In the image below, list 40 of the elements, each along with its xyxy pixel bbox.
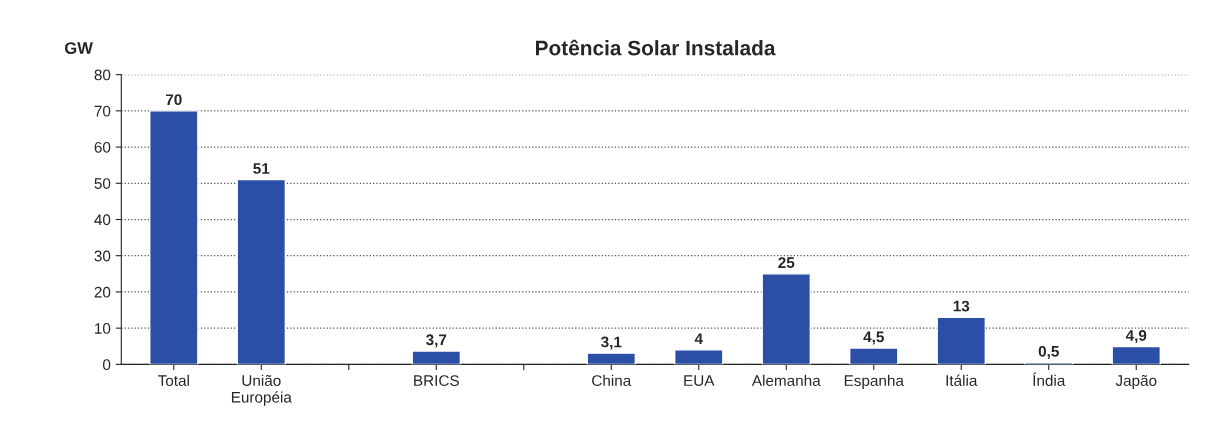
data-label: 70 bbox=[165, 94, 182, 106]
x-tick-label: Total bbox=[158, 374, 189, 387]
data-label: 0,5 bbox=[1038, 345, 1059, 359]
y-tick-label: 20 bbox=[94, 286, 111, 298]
y-tick-label: 40 bbox=[94, 214, 111, 226]
bar bbox=[849, 347, 899, 365]
y-tick-label: 50 bbox=[94, 178, 111, 189]
bar bbox=[236, 178, 287, 365]
bar bbox=[1111, 345, 1161, 365]
data-label: 3,7 bbox=[426, 334, 447, 348]
data-label: 13 bbox=[953, 300, 970, 312]
x-tick-label: Japão bbox=[1115, 374, 1157, 390]
x-tick-label: BRICS bbox=[414, 375, 459, 387]
x-tick-label: Itália bbox=[946, 374, 978, 387]
x-tick-label: EUA bbox=[684, 375, 715, 387]
x-tick-label: União Européia bbox=[231, 374, 292, 406]
x-tick-label: Alemanha bbox=[751, 374, 821, 387]
bar bbox=[149, 110, 199, 365]
x-tick-label: Índia bbox=[1033, 372, 1066, 387]
y-tick-label: 80 bbox=[94, 69, 111, 81]
data-label: 3,1 bbox=[601, 336, 622, 350]
bar bbox=[411, 350, 462, 365]
bar bbox=[586, 352, 637, 365]
y-tick-label: 60 bbox=[94, 141, 111, 153]
y-tick-label: 70 bbox=[94, 105, 111, 117]
y-tick-label: 30 bbox=[94, 250, 111, 262]
x-tick-label: Espanha bbox=[844, 374, 904, 390]
y-axis-title: GW bbox=[64, 42, 93, 54]
bar bbox=[674, 349, 724, 365]
data-label: 4 bbox=[694, 333, 703, 344]
x-tick-label: China bbox=[592, 374, 632, 387]
data-label: 4,5 bbox=[863, 331, 884, 345]
bar bbox=[936, 316, 987, 365]
bar bbox=[761, 273, 812, 365]
data-label: 4,9 bbox=[1125, 330, 1147, 344]
data-label: 51 bbox=[253, 163, 270, 174]
chart-title: Potência Solar Instalada bbox=[536, 39, 776, 56]
y-tick-label: 0 bbox=[102, 359, 111, 371]
y-tick-label: 10 bbox=[95, 323, 111, 334]
data-label: 25 bbox=[778, 257, 795, 269]
